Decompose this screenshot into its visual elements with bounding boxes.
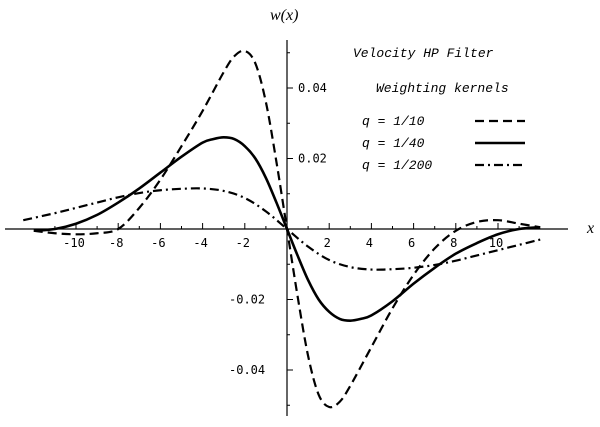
y-tick-label-1: -0.02: [229, 293, 265, 307]
x-axis-title: x: [586, 220, 594, 237]
y-tick-label-0: -0.04: [229, 363, 265, 377]
x-tick-label-2: -6: [151, 236, 165, 250]
x-tick-label-8: 8: [450, 236, 457, 250]
y-axis-title: w(x): [270, 7, 298, 24]
series-line-q-1-40: [33, 136, 541, 322]
x-tick-label-6: 4: [366, 236, 373, 250]
series-line-q-1-200: [23, 187, 541, 271]
y-tick-label-3: 0.04: [298, 81, 327, 95]
series-layer: [23, 49, 541, 409]
x-tick-label-4: -2: [236, 236, 250, 250]
legend-label-q-1-10: q = 1/10: [362, 114, 425, 129]
x-tick-label-7: 6: [408, 236, 415, 250]
x-tick-label-0: -10: [63, 236, 85, 250]
legend-label-q-1-200: q = 1/200: [362, 158, 432, 173]
annotation-kernels: Weighting kernels: [376, 81, 509, 96]
x-tick-label-3: -4: [193, 236, 207, 250]
annotation-filter-name: Velocity HP Filter: [353, 46, 494, 61]
legend: q = 1/10 q = 1/40 q = 1/200: [362, 114, 525, 173]
x-tick-label-1: -8: [109, 236, 123, 250]
y-tick-label-2: 0.02: [298, 152, 327, 166]
x-tick-label-9: 10: [489, 236, 503, 250]
x-tick-label-5: 2: [324, 236, 331, 250]
tick-marks: -10 -8 -6 -4 -2 2 4 6 8 10 -0.04 -0.02 0.02 0.04: [54, 52, 520, 406]
legend-label-q-1-40: q = 1/40: [362, 136, 425, 151]
